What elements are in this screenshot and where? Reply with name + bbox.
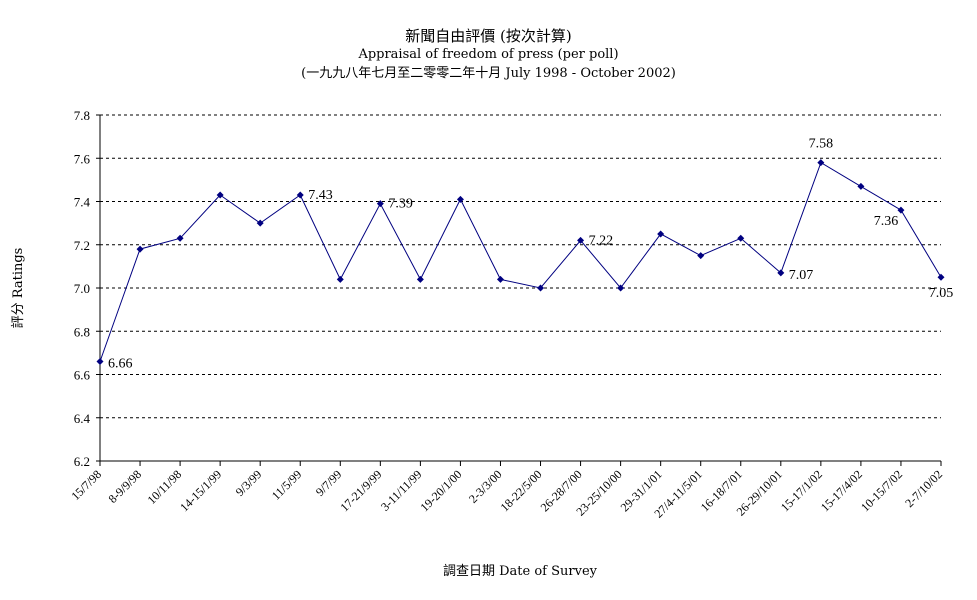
data-point (737, 234, 745, 242)
data-point (176, 234, 184, 242)
data-point (496, 275, 504, 283)
data-point (857, 182, 865, 190)
y-tick-label: 6.4 (74, 411, 91, 426)
data-point (617, 284, 625, 292)
y-tick-label: 6.2 (74, 454, 90, 469)
x-tick-label: 10-15/7/02 (858, 467, 905, 514)
data-point (216, 191, 224, 199)
chart-subtitle-range: (一九九八年七月至二零零二年十月 July 1998 - October 200… (301, 66, 676, 81)
data-point (657, 230, 665, 238)
data-label: 7.43 (308, 188, 333, 203)
y-tick-label: 6.8 (74, 324, 90, 339)
data-point (577, 236, 585, 244)
data-label: 7.39 (388, 197, 413, 212)
data-point (376, 200, 384, 208)
x-tick-label: 9/7/99 (313, 467, 345, 499)
data-label: 7.05 (929, 286, 954, 301)
y-tick-label: 7.8 (74, 108, 90, 123)
x-tick-label: 18-22/5/00 (498, 467, 545, 514)
data-point (136, 245, 144, 253)
x-tick-label: 14-15/1/99 (177, 467, 224, 514)
y-tick-label: 6.6 (74, 368, 91, 383)
x-tick-label: 8-9/9/98 (106, 467, 145, 506)
chart-title-en: Appraisal of freedom of press (per poll) (358, 47, 619, 62)
data-point (416, 275, 424, 283)
data-point (96, 358, 104, 366)
data-point (537, 284, 545, 292)
x-tick-label: 19-20/1/00 (417, 467, 464, 514)
y-axis-title: 評分 Ratings (11, 248, 26, 329)
x-tick-label: 15-17/1/02 (778, 467, 825, 514)
data-labels: 6.66 7.43 7.39 7.22 7.07 7.58 7.36 7.05 (108, 137, 953, 372)
chart-title-zh: 新聞自由評價 (按次計算) (405, 27, 572, 45)
y-tick-label: 7.2 (74, 238, 90, 253)
data-point (937, 273, 945, 281)
data-point (456, 195, 464, 203)
y-tick-label: 7.6 (74, 151, 91, 166)
x-tick-label: 10/11/98 (144, 467, 184, 507)
data-point (897, 206, 905, 214)
series-ratings (96, 159, 945, 366)
x-axis-title: 調查日期 Date of Survey (443, 564, 598, 579)
data-point (256, 219, 264, 227)
data-point (777, 269, 785, 277)
data-label: 7.36 (874, 214, 899, 229)
x-tick-label: 15/7/98 (68, 467, 104, 503)
x-tick-label: 11/5/99 (269, 467, 305, 503)
data-label: 6.66 (108, 357, 133, 372)
y-tick-label: 7.0 (74, 281, 90, 296)
series-line (99, 161, 942, 362)
x-tick-label: 2-3/3/00 (466, 467, 505, 506)
data-point (697, 252, 705, 260)
x-tick-label: 2-7/10/02 (902, 467, 945, 510)
chart-title-block: 新聞自由評價 (按次計算) Appraisal of freedom of pr… (0, 26, 977, 84)
y-tick-labels: 6.2 6.4 6.6 6.8 7.0 7.2 7.4 7.6 7.8 (74, 108, 91, 469)
data-label: 7.58 (809, 137, 834, 152)
x-tick-label: 15-17/4/02 (818, 467, 865, 514)
grid-lines (100, 114, 941, 419)
axes (96, 114, 942, 466)
data-label: 7.07 (789, 268, 814, 283)
data-point (296, 191, 304, 199)
x-tick-label: 9/3/99 (233, 467, 265, 499)
data-point (817, 159, 825, 167)
data-point (336, 275, 344, 283)
x-tick-label: 17-21/9/99 (337, 467, 384, 514)
y-tick-label: 7.4 (74, 195, 91, 210)
data-label: 7.22 (589, 233, 614, 248)
x-tick-label: 3-11/11/99 (378, 467, 425, 514)
